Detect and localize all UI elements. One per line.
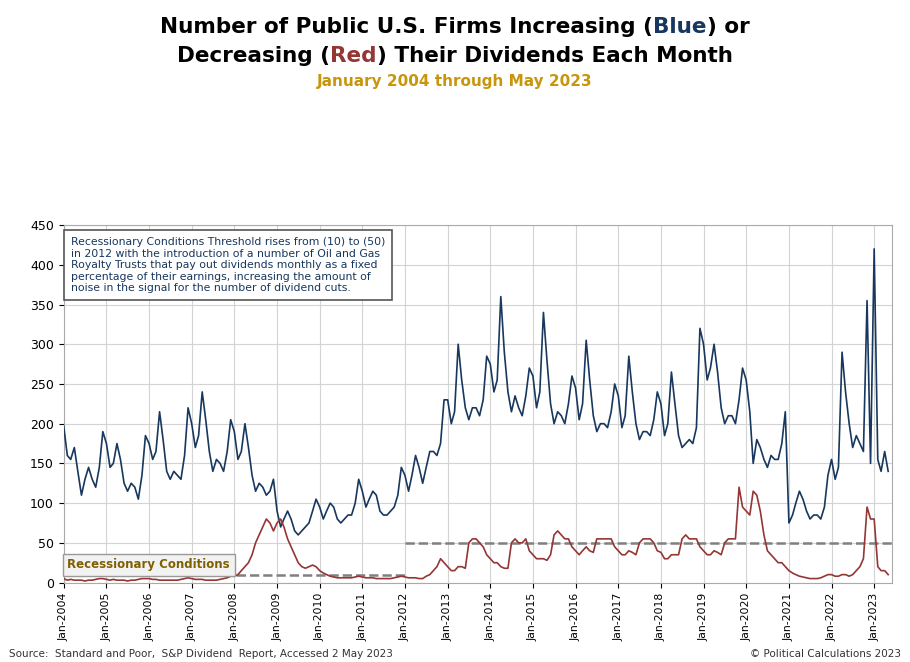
Text: Red: Red xyxy=(330,46,377,66)
Text: ) or: ) or xyxy=(707,17,750,36)
Text: Number of Public U.S. Firms Increasing (: Number of Public U.S. Firms Increasing ( xyxy=(160,17,653,36)
Text: Recessionary Conditions Threshold rises from (10) to (50)
in 2012 with the intro: Recessionary Conditions Threshold rises … xyxy=(71,237,385,293)
Text: © Political Calculations 2023: © Political Calculations 2023 xyxy=(750,649,901,659)
Text: Decreasing (: Decreasing ( xyxy=(177,46,330,66)
Text: ) Their Dividends Each Month: ) Their Dividends Each Month xyxy=(377,46,733,66)
Text: Source:  Standard and Poor,  S&P Dividend  Report, Accessed 2 May 2023: Source: Standard and Poor, S&P Dividend … xyxy=(9,649,393,659)
Text: Recessionary Conditions: Recessionary Conditions xyxy=(67,558,230,571)
Text: January 2004 through May 2023: January 2004 through May 2023 xyxy=(318,74,592,89)
Text: Blue: Blue xyxy=(653,17,707,36)
